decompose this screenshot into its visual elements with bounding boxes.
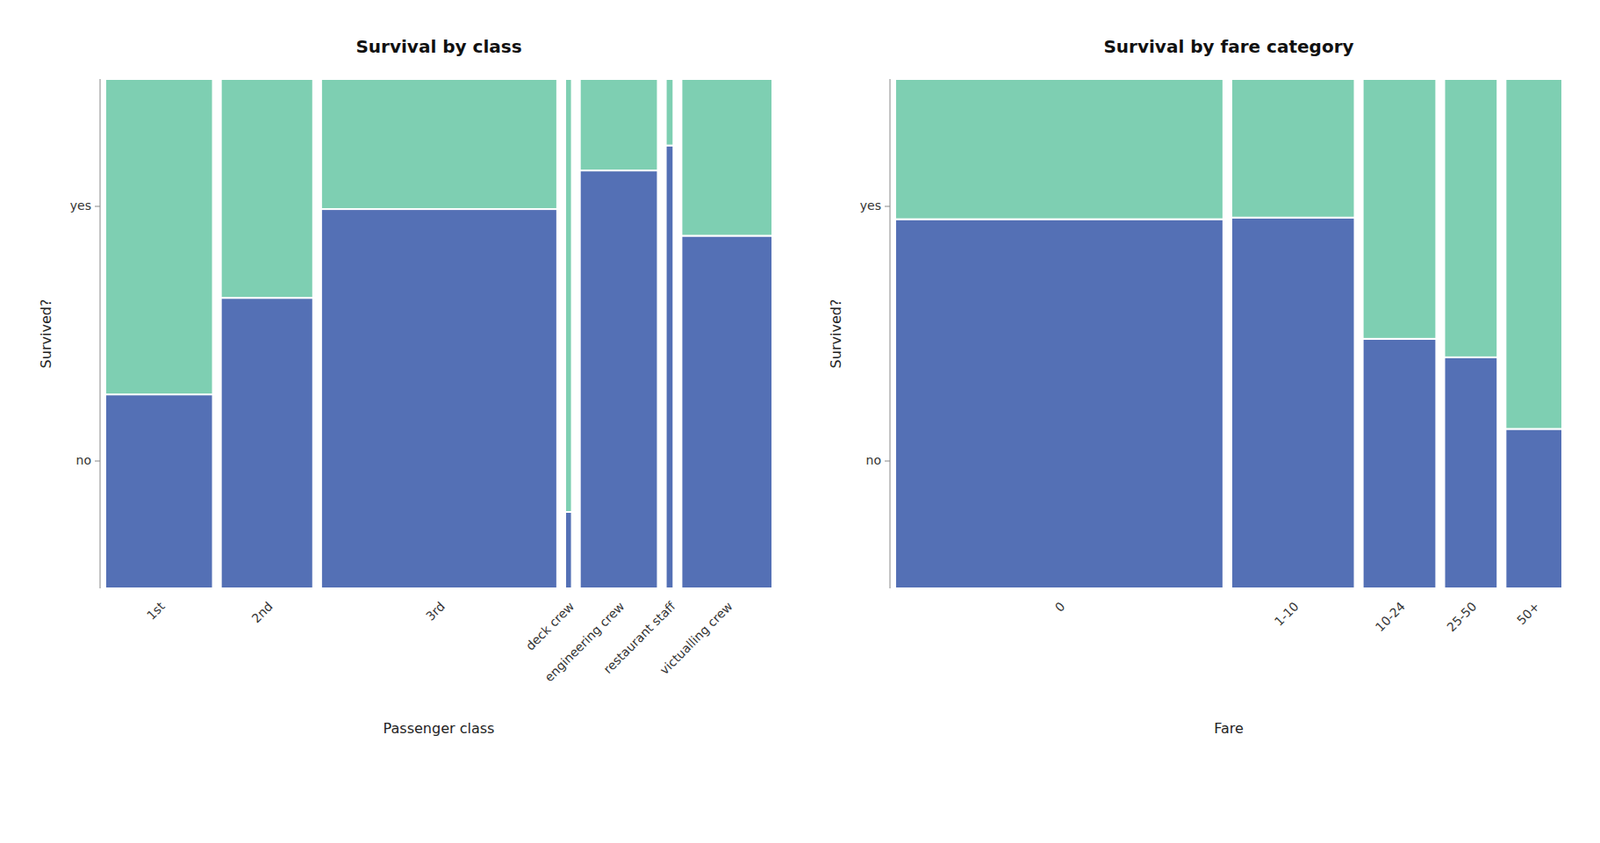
y-tick xyxy=(94,206,101,208)
bar-segment xyxy=(565,78,573,512)
y-tick xyxy=(884,206,890,208)
y-tick xyxy=(884,460,890,462)
y-tick-label: no xyxy=(76,452,92,467)
x-tick-label: victualling crew xyxy=(657,598,736,677)
bar-segment xyxy=(681,235,773,589)
bar-segment xyxy=(1231,217,1356,589)
figure: noyes1st2nd3rddeck crewengineering crewr… xyxy=(0,0,1600,843)
page: {"chart_data": [ {"type": "bar", "stacke… xyxy=(0,0,1600,843)
y-axis-line xyxy=(100,78,101,589)
y-tick-label: yes xyxy=(860,198,882,213)
bar-segment xyxy=(105,394,214,589)
bar-segment xyxy=(1444,357,1499,589)
y-tick-label: no xyxy=(866,452,882,467)
bar-segment xyxy=(321,208,558,589)
bar-segment xyxy=(895,78,1224,220)
y-axis-line xyxy=(889,78,891,589)
bars xyxy=(105,78,773,589)
bar-segment xyxy=(1363,78,1437,339)
bar-segment xyxy=(580,78,659,171)
x-tick-label: 1-10 xyxy=(1271,598,1302,629)
x-tick-label: 3rd xyxy=(423,598,448,624)
bar-segment xyxy=(580,170,659,589)
x-tick-label: 10-24 xyxy=(1372,598,1408,634)
bars xyxy=(895,78,1563,589)
x-tick-label: 50+ xyxy=(1513,598,1543,627)
bar-segment xyxy=(321,78,558,209)
bar-segment xyxy=(105,78,214,395)
bar-segment xyxy=(1505,78,1563,429)
bar-segment xyxy=(895,219,1224,589)
x-axis-label: Fare xyxy=(1213,719,1244,737)
x-tick-label: deck crew xyxy=(523,598,577,653)
x-tick-label: 1st xyxy=(143,598,168,623)
bar-segment xyxy=(221,78,314,298)
bar-segment xyxy=(1444,78,1499,358)
chart-title: Survival by class xyxy=(355,35,522,58)
x-tick-label: 2nd xyxy=(249,598,276,625)
bar-segment xyxy=(221,297,314,589)
panel: noyes1st2nd3rddeck crewengineering crewr… xyxy=(37,35,773,737)
bar-segment xyxy=(565,511,573,589)
bar-segment xyxy=(666,78,675,146)
bar-segment xyxy=(1231,78,1356,218)
chart-title: Survival by fare category xyxy=(1103,35,1354,58)
bar-segment xyxy=(1505,428,1563,589)
y-tick-label: yes xyxy=(70,198,92,213)
y-axis-label: Survived? xyxy=(37,299,55,369)
y-tick xyxy=(94,460,101,462)
bar-segment xyxy=(681,78,773,236)
y-axis-label: Survived? xyxy=(827,299,845,369)
x-axis-label: Passenger class xyxy=(383,719,496,737)
bar-segment xyxy=(666,145,675,589)
x-tick-label: 25-50 xyxy=(1443,598,1479,634)
x-tick-label: 0 xyxy=(1052,598,1069,615)
bar-segment xyxy=(1363,338,1437,589)
panel: no yes 0 1-10 10-24 25-50 50+ Fare Survived? Surv… xyxy=(827,35,1563,737)
